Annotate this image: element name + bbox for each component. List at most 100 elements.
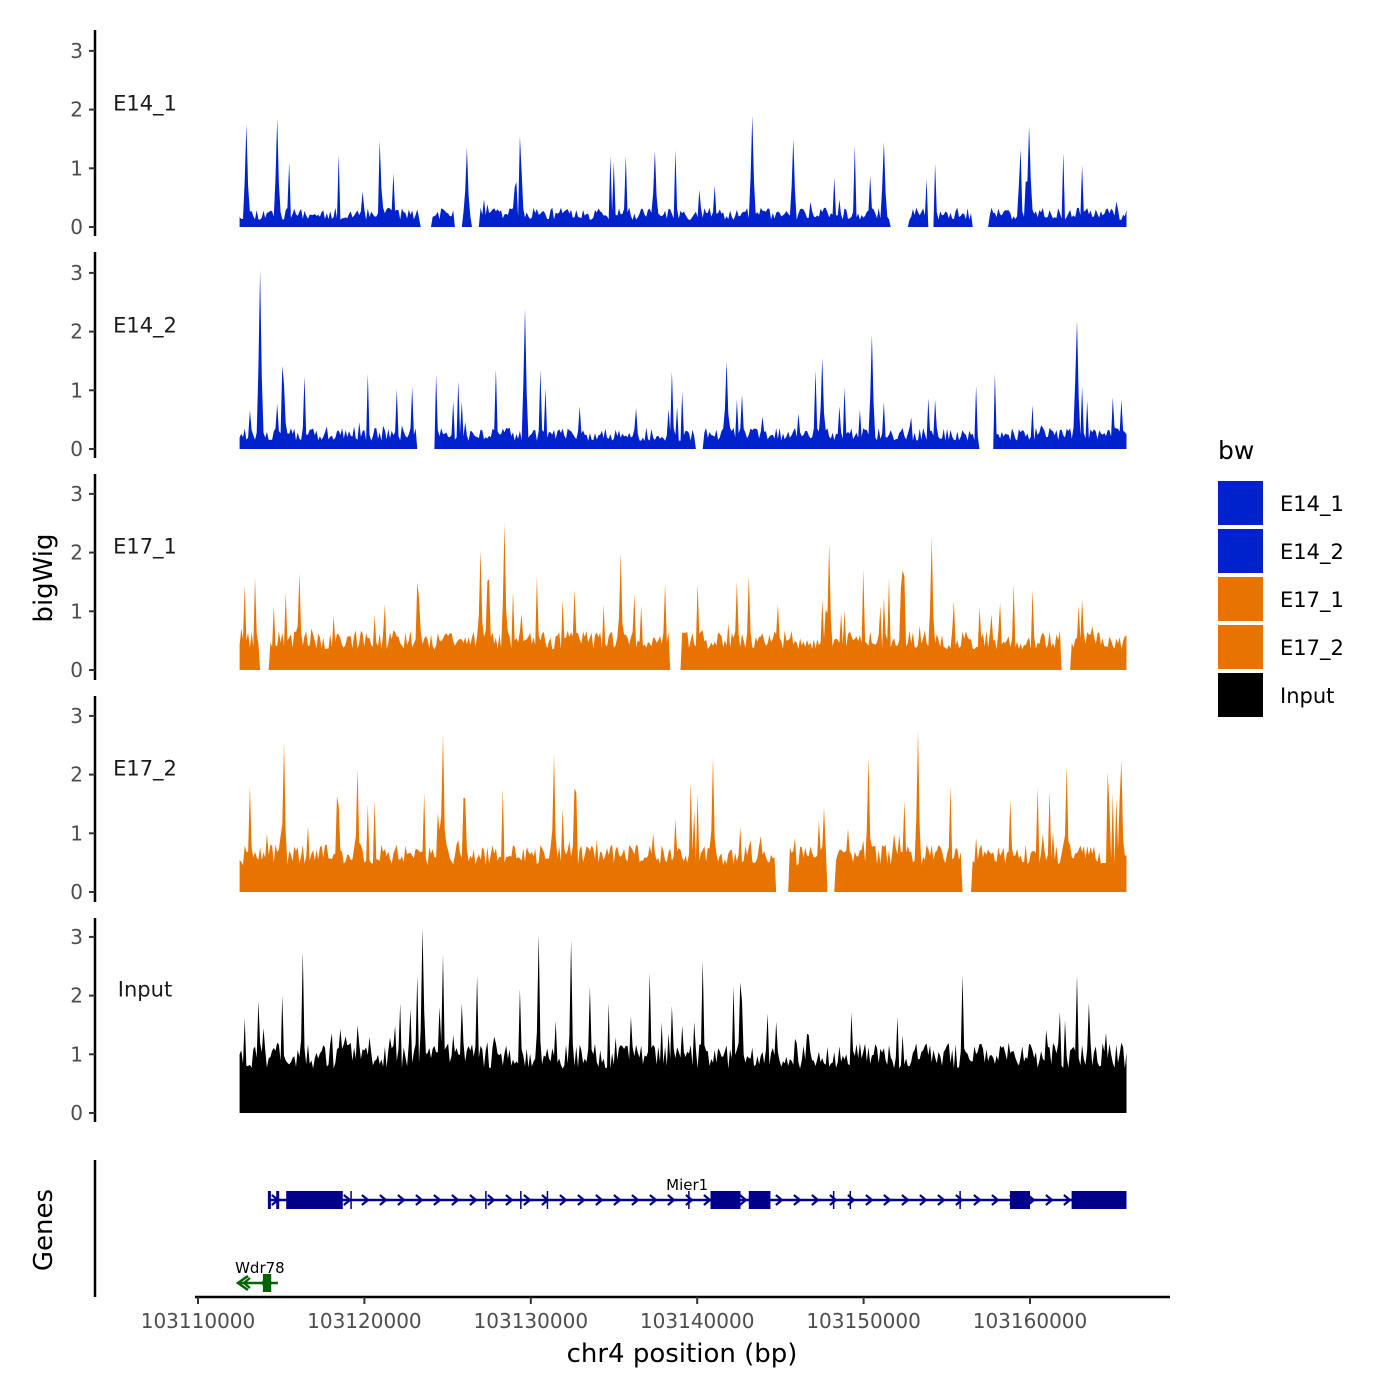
strand-arrow — [955, 1194, 964, 1206]
strand-arrow — [865, 1194, 874, 1206]
strand-arrow — [577, 1194, 586, 1206]
signal-area — [239, 270, 1127, 449]
strand-arrow — [631, 1194, 640, 1206]
y-tick-label: 3 — [70, 925, 83, 949]
y-tick-label: 1 — [70, 1042, 83, 1066]
x-axis: 103110000 103120000 103130000 103140000 1031… — [141, 1295, 1170, 1333]
y-tick-label: 0 — [70, 437, 83, 461]
gene-mier1: Mier1 — [267, 1176, 1127, 1209]
track-label: E14_1 — [113, 92, 177, 117]
signal-tracks: 0 1 2 3 E14_1 0 1 2 3 E14_2 0 1 2 3 E17_1 0 1 2 3 E17_2 0 1 2 3… — [70, 30, 1127, 1125]
y-tick-label: 3 — [70, 261, 83, 285]
legend-label: E17_2 — [1280, 636, 1344, 661]
legend-swatch — [1218, 625, 1263, 669]
exon-block — [1010, 1191, 1030, 1209]
track-input: 0 1 2 3 Input — [70, 918, 1127, 1125]
track-e17-2: 0 1 2 3 E17_2 — [70, 696, 1127, 904]
legend: bw E14_1 E14_2 E17_1 E17_2 Input — [1218, 436, 1344, 717]
strand-arrow — [487, 1194, 496, 1206]
strand-arrow — [379, 1194, 388, 1206]
y-tick-label: 0 — [70, 215, 83, 239]
legend-title: bw — [1218, 436, 1254, 465]
y-tick-label: 2 — [70, 541, 83, 565]
legend-label: E14_2 — [1280, 540, 1344, 565]
strand-arrow — [685, 1194, 694, 1206]
strand-arrow — [613, 1194, 622, 1206]
strand-arrow — [1045, 1194, 1054, 1206]
strand-arrow — [649, 1194, 658, 1206]
strand-arrow — [595, 1194, 604, 1206]
legend-swatch — [1218, 481, 1263, 525]
exon-block — [710, 1191, 741, 1209]
strand-arrow — [901, 1194, 910, 1206]
strand-arrow — [235, 1274, 249, 1292]
strand-arrow — [739, 1194, 748, 1206]
x-tick-label: 103110000 — [141, 1309, 256, 1333]
y-tick-label: 1 — [70, 378, 83, 402]
strand-arrow — [703, 1194, 712, 1206]
x-tick-label: 103140000 — [640, 1309, 755, 1333]
strand-arrow — [829, 1194, 838, 1206]
x-tick-label: 103150000 — [806, 1309, 921, 1333]
y-tick-label: 0 — [70, 658, 83, 682]
legend-label: E14_1 — [1280, 492, 1344, 517]
strand-arrow — [361, 1194, 370, 1206]
x-tick-label: 103130000 — [474, 1309, 589, 1333]
y-tick-label: 3 — [70, 482, 83, 506]
strand-arrow — [775, 1194, 784, 1206]
legend-swatch — [1218, 673, 1263, 717]
strand-arrow — [451, 1194, 460, 1206]
exon-block — [1071, 1191, 1127, 1209]
y-tick-label: 3 — [70, 704, 83, 728]
legend-swatch — [1218, 529, 1263, 573]
genes-axis-title: Genes — [29, 1189, 59, 1271]
track-label: E17_2 — [113, 757, 177, 782]
signal-area — [239, 928, 1127, 1113]
x-axis-title: chr4 position (bp) — [567, 1339, 798, 1369]
strand-arrow — [667, 1194, 676, 1206]
signal-area — [239, 523, 1127, 670]
y-tick-label: 2 — [70, 984, 83, 1008]
x-tick-label: 103160000 — [973, 1309, 1088, 1333]
exon-block — [267, 1191, 271, 1209]
track-label: Input — [118, 978, 172, 1002]
strand-arrow — [469, 1194, 478, 1206]
signal-area — [239, 730, 1127, 892]
gene-label: Wdr78 — [235, 1259, 285, 1277]
strand-arrow — [523, 1194, 532, 1206]
exon-block — [262, 1274, 272, 1292]
y-tick-label: 2 — [70, 320, 83, 344]
gene-wdr78: Wdr78 — [235, 1259, 285, 1292]
strand-arrow — [397, 1194, 406, 1206]
y-tick-label: 2 — [70, 763, 83, 787]
y-tick-label: 0 — [70, 1101, 83, 1125]
exon-block — [286, 1191, 343, 1209]
y-tick-label: 1 — [70, 599, 83, 623]
track-e17-1: 0 1 2 3 E17_1 — [70, 474, 1127, 682]
signal-area — [239, 115, 1127, 227]
strand-arrow — [242, 1277, 251, 1289]
legend-label: Input — [1280, 684, 1334, 708]
track-e14-1: 0 1 2 3 E14_1 — [70, 30, 1127, 239]
y-tick-label: 0 — [70, 880, 83, 904]
strand-arrow — [937, 1194, 946, 1206]
exon-block — [748, 1191, 771, 1209]
legend-label: E17_1 — [1280, 588, 1344, 613]
strand-arrow — [811, 1194, 820, 1206]
track-label: E14_2 — [113, 314, 177, 339]
strand-arrow — [559, 1194, 568, 1206]
x-tick-label: 103120000 — [307, 1309, 422, 1333]
strand-arrow — [415, 1194, 424, 1206]
strand-arrow — [991, 1194, 1000, 1206]
y-axis-title: bigWig — [29, 533, 59, 622]
strand-arrow — [883, 1194, 892, 1206]
y-tick-label: 1 — [70, 821, 83, 845]
y-tick-label: 3 — [70, 39, 83, 63]
genes-panel: Mier1 Wdr78 — [93, 1160, 1127, 1297]
exon-block — [276, 1191, 280, 1209]
strand-arrow — [505, 1194, 514, 1206]
strand-arrow — [1063, 1194, 1072, 1206]
y-tick-label: 2 — [70, 98, 83, 122]
strand-arrow — [343, 1194, 352, 1206]
